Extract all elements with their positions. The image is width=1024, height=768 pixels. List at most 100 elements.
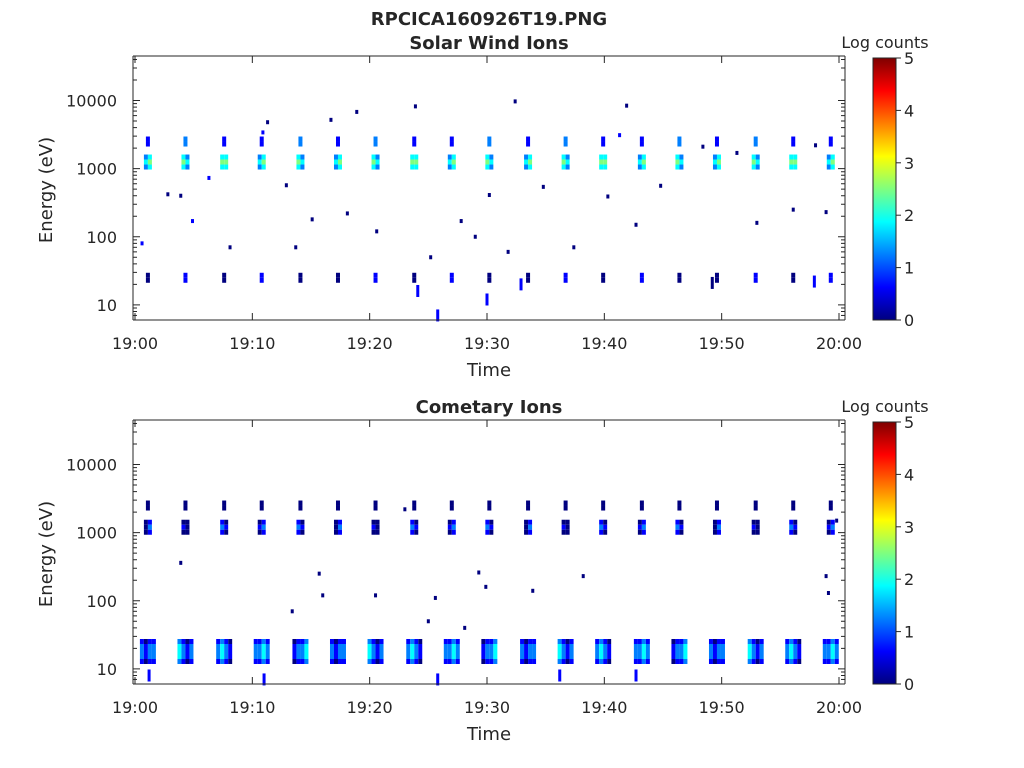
heatmap-cell (183, 277, 188, 283)
heatmap-cell (599, 529, 604, 535)
colorbar-tick-label: 4 (904, 465, 914, 484)
heatmap-cell (139, 638, 144, 644)
heatmap-cell (526, 500, 531, 506)
heatmap-cell (147, 519, 152, 525)
heatmap-cell (147, 653, 152, 659)
heatmap-cell (601, 277, 606, 283)
heatmap-cell (755, 648, 760, 654)
heatmap-cell (675, 658, 680, 664)
x-tick-label: 19:50 (699, 698, 745, 717)
heatmap-cell (414, 658, 419, 664)
heatmap-cell (261, 529, 266, 535)
heatmap-cell (679, 648, 684, 654)
heatmap-cell (828, 272, 833, 278)
heatmap-cell (557, 658, 562, 664)
heatmap-cell (830, 519, 835, 525)
heatmap-cell (337, 653, 342, 659)
heatmap-cell (755, 164, 760, 170)
scatter-point (294, 245, 298, 250)
heatmap-cell (410, 159, 415, 165)
heatmap-cell (371, 519, 376, 525)
heatmap-cell (524, 159, 529, 165)
heatmap-cell (714, 141, 719, 147)
heatmap-cell (181, 638, 186, 644)
heatmap-cell (520, 638, 525, 644)
heatmap-cell (603, 154, 608, 160)
heatmap-cell (639, 500, 644, 506)
heatmap-cell (526, 136, 531, 142)
heatmap-cell (565, 653, 570, 659)
heatmap-cell (789, 653, 794, 659)
heatmap-cell (828, 277, 833, 283)
heatmap-cell (220, 164, 225, 170)
heatmap-cell (683, 653, 688, 659)
heatmap-cell (599, 519, 604, 525)
heatmap-cell (755, 638, 760, 644)
heatmap-cell (708, 643, 713, 649)
heatmap-cell (333, 524, 338, 530)
heatmap-cell (406, 658, 411, 664)
heatmap-cell (633, 648, 638, 654)
heatmap-cell (259, 277, 264, 283)
heatmap-cell (712, 524, 717, 530)
heatmap-cell (485, 524, 490, 530)
heatmap-cell (371, 159, 376, 165)
heatmap-cell (720, 653, 725, 659)
heatmap-cell (375, 159, 380, 165)
heatmap-cell (292, 653, 297, 659)
heatmap-cell (830, 524, 835, 530)
heatmap-cell (261, 524, 266, 530)
heatmap-cell (181, 658, 186, 664)
heatmap-cell (489, 653, 494, 659)
heatmap-cell (601, 136, 606, 142)
heatmap-cell (595, 653, 600, 659)
heatmap-cell (563, 141, 568, 147)
colorbar-tick-label: 1 (904, 259, 914, 278)
scatter-point (634, 222, 638, 227)
heatmap-cell (524, 648, 529, 654)
scatter-point (140, 241, 144, 246)
heatmap-cell (253, 648, 258, 654)
heatmap-cell (410, 524, 415, 530)
heatmap-cell (679, 519, 684, 525)
heatmap-cell (637, 648, 642, 654)
heatmap-cell (261, 154, 266, 160)
heatmap-cell (414, 519, 419, 525)
heatmap-cell (292, 643, 297, 649)
heatmap-cell (633, 638, 638, 644)
heatmap-cell (298, 505, 303, 511)
heatmap-cell (561, 164, 566, 170)
heatmap-cell (375, 519, 380, 525)
heatmap-cell (641, 164, 646, 170)
heatmap-cell (447, 643, 452, 649)
heatmap-cell (449, 272, 454, 278)
heatmap-cell (451, 653, 456, 659)
heatmap-cell (565, 154, 570, 160)
heatmap-cell (563, 500, 568, 506)
scatter-point (179, 560, 183, 565)
heatmap-cell (826, 653, 831, 659)
heatmap-cell (641, 159, 646, 165)
heatmap-cell (493, 658, 498, 664)
heatmap-cell (451, 524, 456, 530)
heatmap-cell (455, 658, 460, 664)
heatmap-cell (455, 648, 460, 654)
heatmap-cell (447, 529, 452, 535)
heatmap-cell (304, 638, 309, 644)
scatter-point (403, 507, 407, 512)
low-energy-mark (485, 293, 489, 306)
heatmap-cell (599, 658, 604, 664)
heatmap-cell (677, 136, 682, 142)
heatmap-cell (185, 653, 190, 659)
heatmap-cell (759, 643, 764, 649)
heatmap-cell (224, 643, 229, 649)
heatmap-cell (637, 658, 642, 664)
heatmap-cell (410, 643, 415, 649)
heatmap-cell (367, 648, 372, 654)
heatmap-cell (222, 500, 227, 506)
heatmap-cell (797, 658, 802, 664)
heatmap-cell (147, 638, 152, 644)
heatmap-cell (561, 638, 566, 644)
heatmap-cell (443, 643, 448, 649)
heatmap-cell (481, 643, 486, 649)
